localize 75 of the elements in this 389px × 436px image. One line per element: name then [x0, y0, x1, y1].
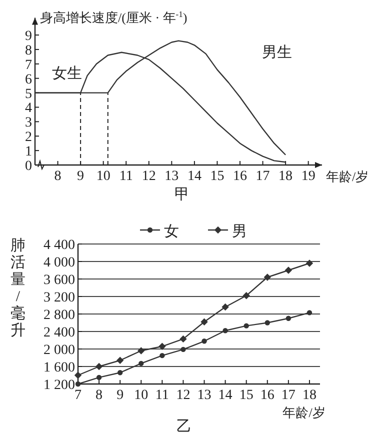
point — [244, 323, 249, 328]
x-tick-label: 9 — [116, 388, 124, 403]
point — [284, 266, 292, 274]
x-tick-label: 15 — [210, 169, 224, 184]
point — [306, 260, 314, 267]
y-tick-label: 6 — [25, 72, 32, 88]
x-tick-label: 11 — [119, 169, 133, 184]
y-tick-label: 4 000 — [44, 256, 75, 270]
point — [264, 320, 270, 326]
y-tick-label: 3 — [25, 116, 32, 131]
y-tick-label: 2 800 — [44, 308, 75, 323]
x-tick-label: 12 — [176, 388, 190, 403]
y-tick-label: 3 600 — [44, 273, 75, 288]
y-tick-label: 3 200 — [44, 290, 75, 306]
point — [75, 381, 81, 387]
x-tick-label: 14 — [187, 169, 202, 184]
point — [242, 292, 250, 300]
x-axis-title: 年龄/岁 — [282, 405, 326, 420]
point — [138, 360, 144, 366]
point — [116, 356, 124, 364]
text: 甲 — [174, 187, 190, 203]
x-tick-label: 17 — [281, 388, 296, 403]
x-tick-label: 11 — [155, 388, 169, 403]
point — [264, 274, 271, 281]
point — [222, 303, 229, 311]
x-tick-label: 10 — [96, 169, 110, 184]
x-tick-label: 12 — [142, 169, 156, 184]
x-tick-label: 17 — [256, 169, 270, 184]
point — [158, 342, 166, 350]
point — [117, 370, 123, 376]
x-tick-label: 13 — [164, 169, 179, 184]
x-tick-label: 13 — [197, 388, 212, 403]
y-tick-label: 1 200 — [44, 378, 75, 393]
point — [180, 346, 186, 352]
point — [180, 335, 187, 343]
x-tick-label: 18 — [302, 388, 316, 403]
text: 乙 — [176, 419, 192, 435]
point — [202, 338, 207, 344]
point — [96, 374, 102, 380]
point — [160, 352, 165, 358]
point — [306, 310, 312, 316]
x-tick-label: 10 — [134, 388, 148, 403]
x-tick-label: 15 — [239, 388, 254, 403]
x-axis-title: 年龄/岁 — [326, 169, 369, 184]
x-tick-label: 16 — [233, 169, 247, 184]
y-tick-label: 4 — [25, 101, 32, 116]
point — [200, 318, 208, 326]
y-tick-label: 2 400 — [44, 326, 75, 340]
y-tick-label: 0 — [25, 159, 32, 174]
y-tick-label: 9 — [25, 29, 32, 44]
y-tick-label: 7 — [25, 58, 32, 73]
point — [286, 316, 292, 321]
x-tick-label: 9 — [77, 169, 84, 184]
point — [222, 328, 228, 334]
text: 男生 — [262, 44, 292, 61]
x-tick-label: 18 — [278, 169, 293, 184]
y-tick-label: 2 000 — [44, 343, 75, 358]
series-label: 女生 — [52, 65, 82, 82]
point — [95, 362, 103, 370]
x-tick-label: 8 — [96, 388, 103, 403]
legend-label: 女 — [164, 223, 179, 240]
y-tick-label: 8 — [25, 43, 32, 58]
legend-label: 男 — [232, 224, 247, 240]
y-tick-label: 2 — [25, 130, 32, 146]
y-tick-label: 4 400 — [44, 238, 75, 253]
y-axis-title: 肺活量/毫升 — [10, 237, 26, 339]
x-tick-label: 16 — [260, 388, 274, 403]
point — [138, 347, 145, 354]
y-tick-label: 1 — [25, 144, 32, 160]
y-tick-label: 1 600 — [44, 360, 75, 376]
x-tick-label: 19 — [301, 169, 316, 184]
point — [74, 372, 82, 379]
x-tick-label: 14 — [218, 388, 232, 403]
y-axis-title: 身高增长速度/(厘米 · 年$^{-1}$) — [40, 9, 188, 25]
y-tick-label: 5 — [25, 86, 32, 102]
